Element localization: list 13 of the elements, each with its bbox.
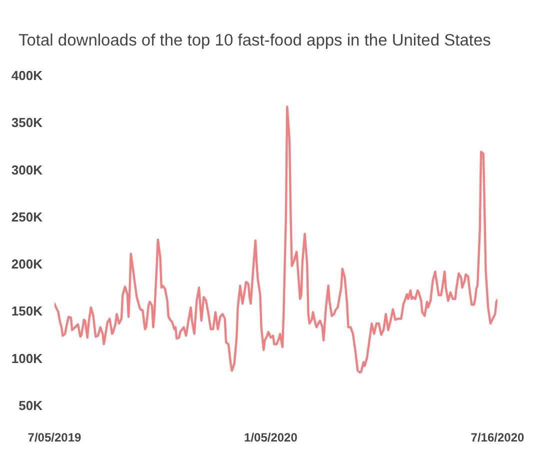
x-tick-label: 1/05/2020 bbox=[244, 430, 298, 444]
y-tick-label: 300K bbox=[11, 162, 44, 178]
x-tick-label: 7/16/2020 bbox=[470, 430, 525, 444]
x-tick-label: 7/05/2019 bbox=[28, 430, 82, 444]
y-tick-label: 150K bbox=[11, 304, 44, 319]
line-series bbox=[54, 106, 498, 374]
y-tick-label: 50K bbox=[18, 398, 44, 413]
y-tick-label: 250K bbox=[11, 209, 44, 224]
y-tick-label: 400K bbox=[11, 68, 44, 83]
y-tick-label: 200K bbox=[11, 256, 44, 272]
y-tick-label: 350K bbox=[11, 115, 44, 130]
chart-title: Total downloads of the top 10 fast-food apps in the United States bbox=[18, 32, 491, 50]
y-tick-label: 100K bbox=[11, 350, 44, 366]
